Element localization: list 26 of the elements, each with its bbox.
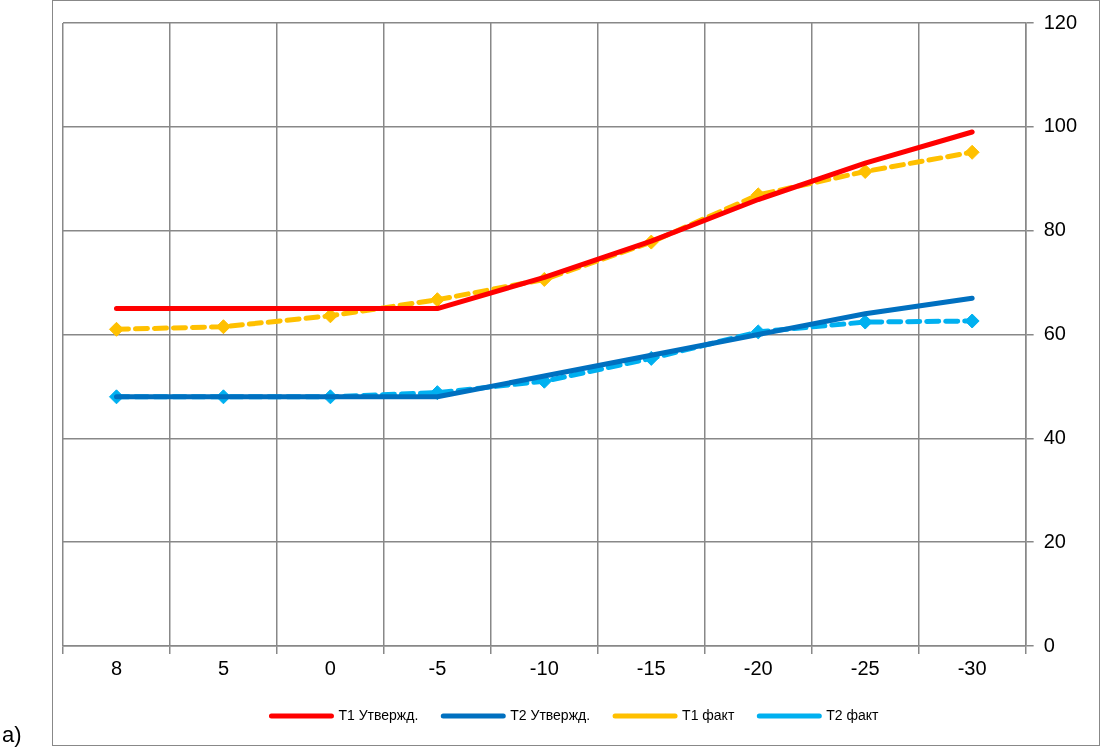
text: а): [2, 722, 22, 748]
legend-label: T1 факт: [682, 706, 735, 723]
x-tick-label: 8: [110, 656, 123, 679]
x-tick-label: 0: [324, 656, 336, 679]
y-tick-label: 120: [1043, 10, 1078, 33]
legend-label: T1 Утвержд.: [338, 706, 419, 723]
point: [429, 292, 445, 308]
x-tick-label: 5: [217, 656, 229, 679]
x-tick-label: -30: [957, 656, 987, 679]
y-tick-label: 80: [1043, 218, 1066, 241]
x-tick-label: -10: [529, 656, 559, 679]
y-tick-label: 0: [1043, 633, 1055, 656]
point: [108, 321, 124, 337]
point: [964, 144, 980, 160]
y-tick-label: 40: [1043, 425, 1066, 448]
x-tick-label: -25: [850, 656, 880, 679]
legend-label: T2 Утвержд.: [510, 706, 591, 723]
x-tick-label: -20: [743, 656, 773, 679]
y-tick-label: 60: [1043, 322, 1066, 345]
y-tick-label: 100: [1043, 114, 1078, 137]
y-tick-label: 20: [1043, 529, 1066, 552]
legend-label: T2 факт: [826, 706, 880, 723]
point: [857, 163, 873, 179]
x-tick-label: -5: [428, 656, 447, 679]
x-tick-label: -15: [636, 656, 666, 679]
point: [857, 314, 873, 330]
